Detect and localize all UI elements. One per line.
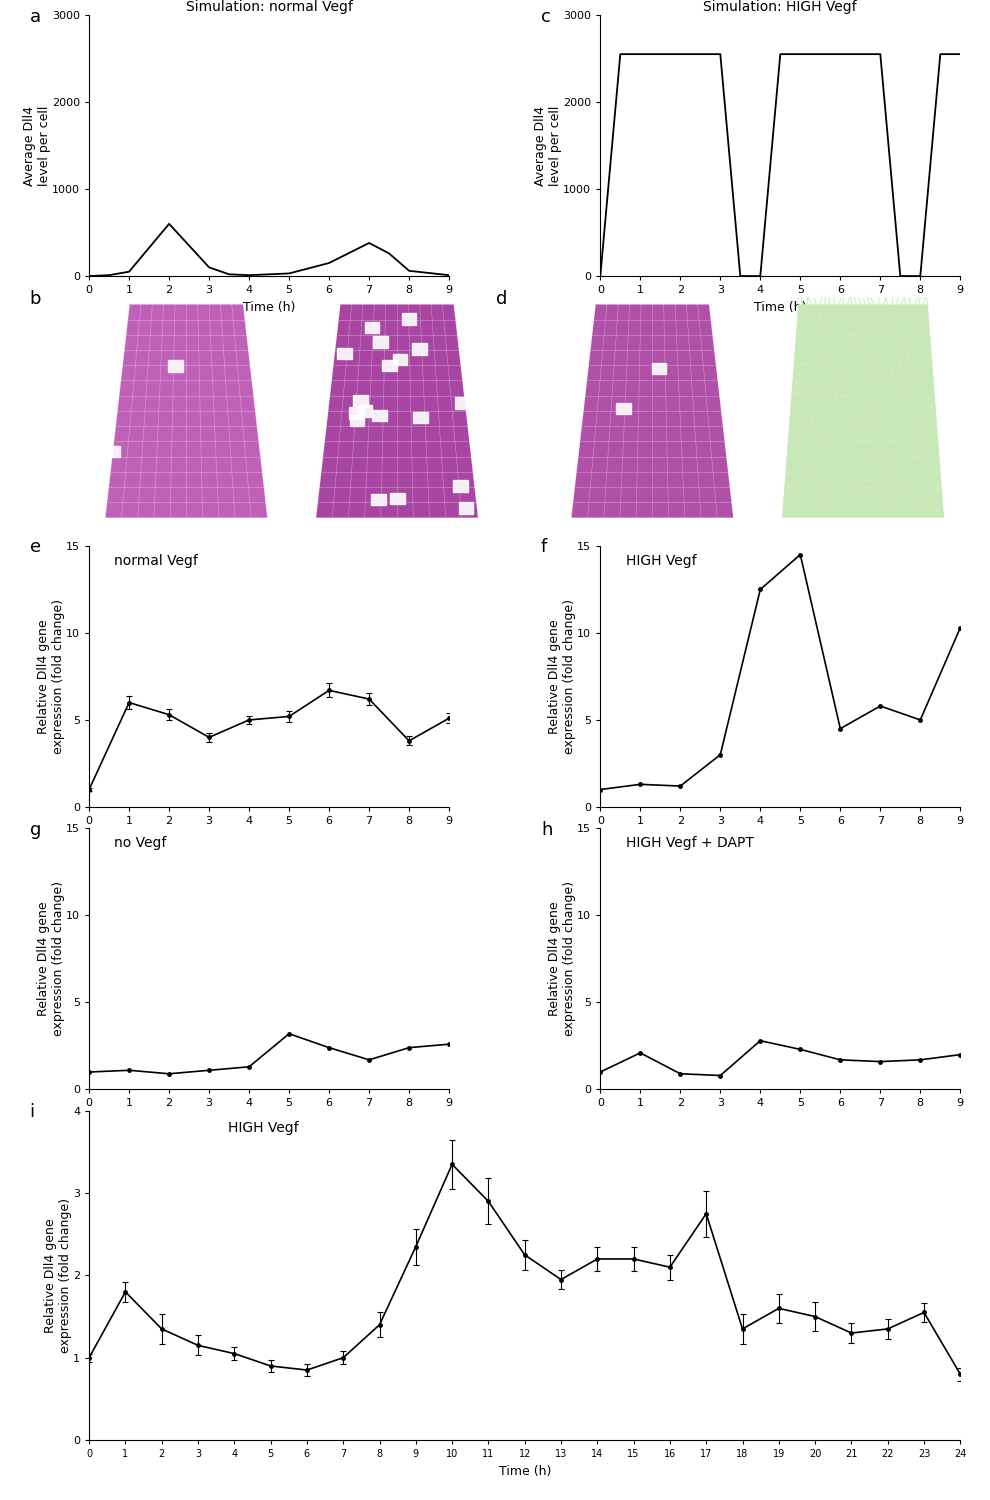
Title: Simulation: normal Vegf: Simulation: normal Vegf	[186, 0, 352, 13]
X-axis label: Time (h): Time (h)	[754, 831, 807, 844]
Polygon shape	[105, 304, 267, 518]
Y-axis label: Average Dll4
level per cell: Average Dll4 level per cell	[534, 105, 561, 186]
Bar	[390, 492, 405, 504]
Polygon shape	[782, 304, 944, 518]
Bar	[353, 396, 368, 406]
Y-axis label: Relative Dll4 gene
expression (fold change): Relative Dll4 gene expression (fold chan…	[44, 1198, 71, 1353]
Bar	[373, 336, 388, 348]
Text: g: g	[30, 821, 41, 839]
Bar	[106, 446, 120, 458]
Text: HIGH Vegf: HIGH Vegf	[229, 1120, 299, 1134]
Bar	[364, 321, 379, 333]
X-axis label: Time (h): Time (h)	[499, 1464, 550, 1478]
Text: i: i	[30, 1104, 35, 1122]
Bar	[454, 398, 469, 410]
X-axis label: Time (h): Time (h)	[754, 300, 807, 313]
Y-axis label: Relative Dll4 gene
expression (fold change): Relative Dll4 gene expression (fold chan…	[37, 882, 64, 1036]
Y-axis label: Relative Dll4 gene
expression (fold change): Relative Dll4 gene expression (fold chan…	[547, 882, 576, 1036]
Text: c: c	[541, 8, 550, 26]
Text: b: b	[30, 290, 42, 308]
Text: HIGH Vegf + DAPT: HIGH Vegf + DAPT	[626, 836, 753, 850]
X-axis label: Time (h): Time (h)	[243, 300, 295, 313]
Text: h: h	[541, 821, 552, 839]
Text: d: d	[496, 290, 507, 308]
Text: e: e	[30, 538, 41, 556]
Text: f: f	[541, 538, 547, 556]
Text: no Vegf: no Vegf	[114, 836, 166, 850]
Bar	[617, 404, 631, 414]
Bar	[372, 410, 387, 422]
Bar	[349, 406, 363, 418]
Title: Simulation: HIGH Vegf: Simulation: HIGH Vegf	[704, 0, 857, 13]
Y-axis label: Average Dll4
level per cell: Average Dll4 level per cell	[23, 105, 50, 186]
X-axis label: Time (h): Time (h)	[243, 1114, 295, 1126]
Bar	[453, 480, 467, 492]
Bar	[337, 348, 351, 360]
Bar	[357, 405, 372, 417]
Bar	[349, 416, 364, 426]
Polygon shape	[571, 304, 734, 518]
Bar	[382, 360, 397, 370]
Y-axis label: Relative Dll4 gene
expression (fold change): Relative Dll4 gene expression (fold chan…	[547, 598, 576, 754]
Polygon shape	[316, 304, 478, 518]
Bar	[168, 360, 183, 372]
Bar	[458, 503, 473, 513]
X-axis label: Time (h): Time (h)	[754, 1114, 807, 1126]
Bar	[371, 494, 385, 506]
Bar	[393, 354, 407, 366]
Y-axis label: Relative Dll4 gene
expression (fold change): Relative Dll4 gene expression (fold chan…	[37, 598, 64, 754]
Bar	[413, 413, 428, 423]
Text: normal Vegf: normal Vegf	[114, 554, 198, 567]
Bar	[402, 314, 416, 324]
Bar	[651, 363, 666, 374]
Text: a: a	[30, 8, 41, 26]
Bar	[412, 344, 427, 354]
X-axis label: Time (h): Time (h)	[243, 831, 295, 844]
Text: HIGH Vegf: HIGH Vegf	[626, 554, 696, 567]
